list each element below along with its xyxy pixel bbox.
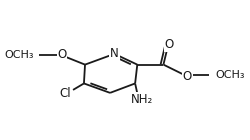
Text: OCH₃: OCH₃ <box>215 70 245 80</box>
Text: N: N <box>110 47 119 60</box>
Text: O: O <box>183 70 192 83</box>
Text: Cl: Cl <box>60 88 71 100</box>
Text: O: O <box>58 48 67 61</box>
Text: OCH₃: OCH₃ <box>4 51 34 60</box>
Text: NH₂: NH₂ <box>131 93 154 106</box>
Text: O: O <box>164 38 173 51</box>
